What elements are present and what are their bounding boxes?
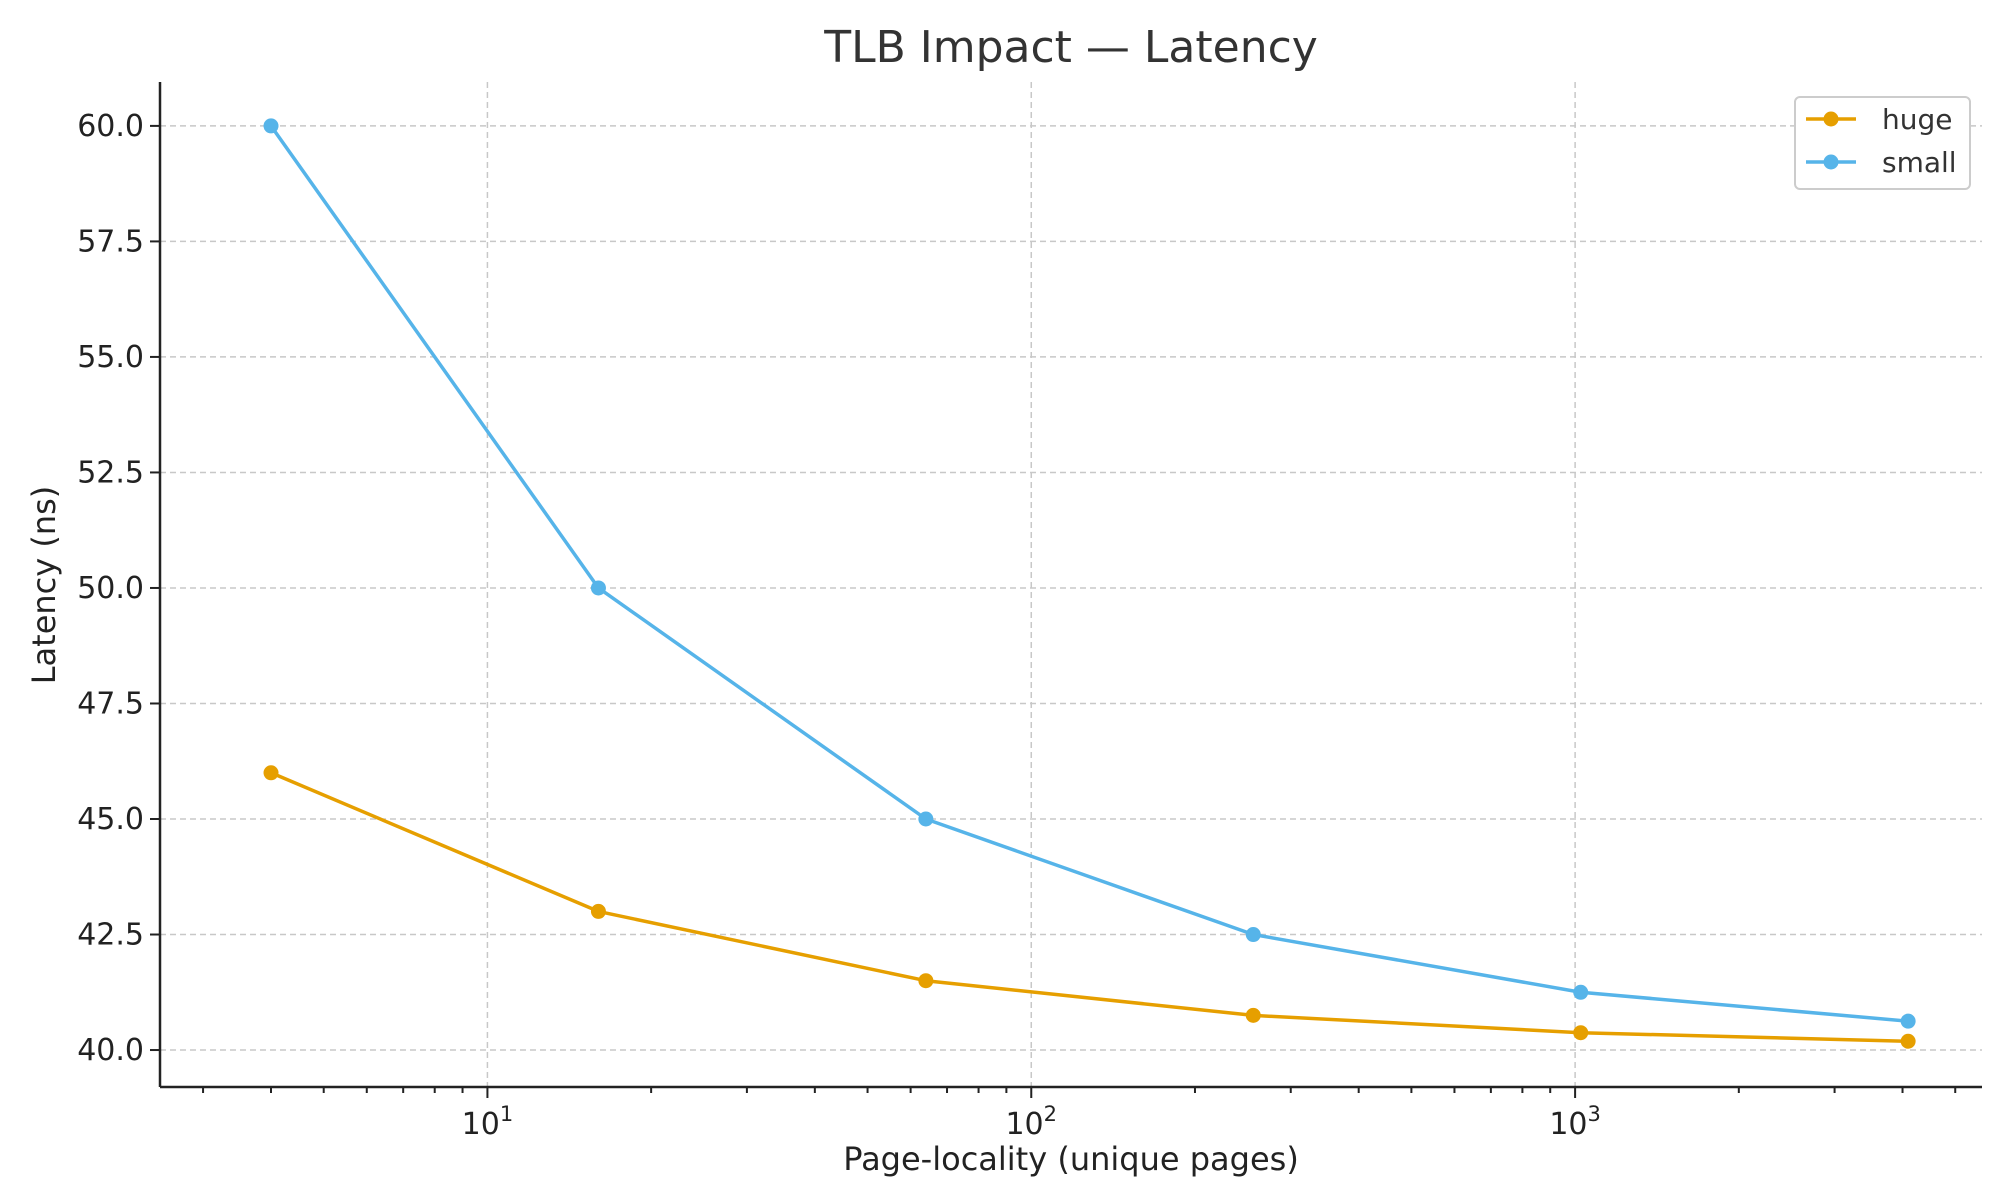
data-point-small (918, 811, 934, 827)
y-tick-label: 42.5 (77, 918, 144, 953)
x-tick-base: 10 (462, 1107, 500, 1142)
y-tick-label: 60.0 (77, 109, 144, 144)
x-tick-exponent: 2 (1044, 1102, 1057, 1126)
x-tick-base: 10 (1549, 1107, 1587, 1142)
y-tick-label: 40.0 (77, 1033, 144, 1068)
grid (160, 82, 1982, 1087)
data-point-small (1245, 927, 1261, 943)
legend-swatch-marker-small (1823, 154, 1839, 170)
series-layer (263, 118, 1916, 1049)
data-point-huge (1573, 1025, 1589, 1041)
x-tick-label: 103 (1549, 1102, 1601, 1142)
data-point-small (1900, 1013, 1916, 1029)
data-point-small (590, 580, 606, 596)
y-tick-label: 52.5 (77, 455, 144, 490)
series-line-small (269, 124, 1909, 1023)
data-point-huge (918, 973, 934, 989)
data-point-huge (263, 765, 279, 781)
axes (158, 82, 1982, 1089)
legend-swatch-marker-huge (1823, 111, 1839, 127)
x-tick-exponent: 3 (1588, 1102, 1601, 1126)
x-tick-exponent: 1 (500, 1102, 513, 1126)
legend: huge small (1794, 96, 1971, 190)
y-tick-label: 45.0 (77, 802, 144, 837)
data-point-small (263, 118, 279, 134)
y-axis-label: Latency (ns) (25, 486, 63, 685)
data-point-small (1573, 984, 1589, 1000)
y-tick-label: 47.5 (77, 686, 144, 721)
y-tick-label: 50.0 (77, 571, 144, 606)
y-tick-label: 57.5 (77, 224, 144, 259)
legend-label-small: small (1882, 146, 1957, 179)
legend-label-huge: huge (1882, 103, 1953, 136)
data-point-huge (1245, 1007, 1261, 1023)
x-tick-label: 102 (1005, 1102, 1057, 1142)
x-tick-label: 101 (462, 1102, 514, 1142)
y-tick-label: 55.0 (77, 340, 144, 375)
x-tick-base: 10 (1005, 1107, 1043, 1142)
x-axis-label: Page-locality (unique pages) (843, 1140, 1299, 1178)
data-point-huge (1900, 1033, 1916, 1049)
series-line-huge (270, 771, 1909, 1044)
data-point-huge (590, 903, 606, 919)
chart-title: TLB Impact — Latency (823, 22, 1318, 73)
